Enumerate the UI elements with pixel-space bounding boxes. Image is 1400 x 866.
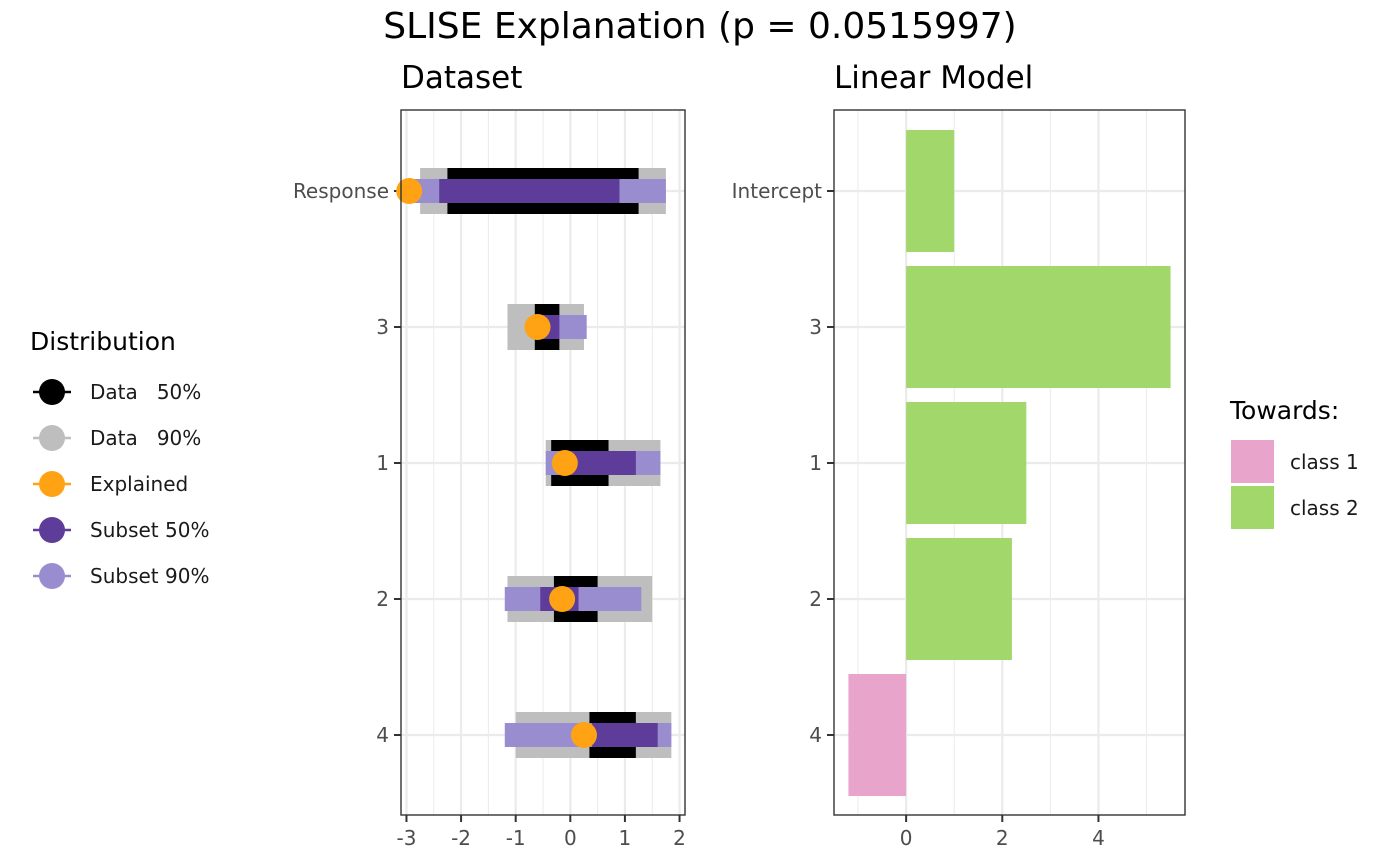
legend-label-class-1: class 1 [1290,450,1359,474]
dataset-xtick-label: 1 [619,826,632,850]
explained-point [524,314,551,340]
explained-point [549,586,576,612]
legend-swatch-class-1 [1231,440,1274,483]
legend-label-subset-50: Subset 50% [90,518,209,542]
explained-point [551,450,578,476]
explained-point [570,722,597,748]
coefficient-bar-2 [906,538,1012,660]
dataset-panel: Dataset Response 3 1 2 4 -3 -2 -1 0 1 2 [293,60,686,850]
linear-model-panel-title: Linear Model [834,60,1033,96]
legend-label-explained: Explained [90,472,188,496]
legend-key-point [39,471,65,497]
dataset-xtick-label: -3 [396,826,416,850]
linear-model-ytick-label: 3 [809,315,822,339]
linear-model-panel-border [833,109,1186,816]
coefficient-bar-3 [906,266,1171,388]
legend-key-point [39,425,65,451]
legend-label-subset-90: Subset 90% [90,564,209,588]
distribution-legend: Distribution Data 50% Data 90% Explained Sub… [30,327,209,589]
towards-legend-title: Towards: [1229,396,1339,425]
coefficient-bar-4 [848,674,907,796]
linear-model-xtick-label: 0 [900,826,913,850]
legend-swatch-class-2 [1231,486,1274,529]
linear-model-ytick-label: Intercept [732,179,823,203]
dataset-panel-border [400,109,686,816]
linear-model-panel: Linear Model Intercept 3 1 2 4 0 2 4 [732,60,1186,850]
legend-key-point [39,379,65,405]
dataset-panel-title: Dataset [401,60,522,96]
dataset-ytick-label: 2 [376,587,389,611]
coefficient-bar-intercept [906,130,955,252]
linear-model-xtick-label: 4 [1092,826,1105,850]
subset-50-range-bar [439,179,620,203]
subset-50-range-bar [592,723,658,747]
towards-legend: Towards: class 1 class 2 [1229,396,1359,529]
dataset-xtick-label: 0 [564,826,577,850]
distribution-legend-title: Distribution [30,327,176,356]
dataset-xtick-label: 2 [673,826,686,850]
dataset-xtick-label: -1 [506,826,526,850]
figure-title: SLISE Explanation (p = 0.0515997) [383,6,1016,47]
dataset-ytick-label: 1 [376,451,389,475]
dataset-xtick-label: -2 [451,826,471,850]
dataset-ytick-label: 3 [376,315,389,339]
dataset-ytick-label: Response [293,179,389,203]
linear-model-ytick-label: 4 [809,723,822,747]
legend-label-data-90: Data 90% [90,426,201,450]
linear-model-ytick-label: 1 [809,451,822,475]
legend-label-class-2: class 2 [1290,496,1359,520]
dataset-ytick-label: 4 [376,723,389,747]
linear-model-xtick-label: 2 [996,826,1009,850]
explained-point [396,178,423,204]
coefficient-bar-1 [906,402,1027,524]
legend-key-point [39,517,65,543]
linear-model-ytick-label: 2 [809,587,822,611]
legend-key-point [39,563,65,589]
legend-label-data-50: Data 50% [90,380,201,404]
